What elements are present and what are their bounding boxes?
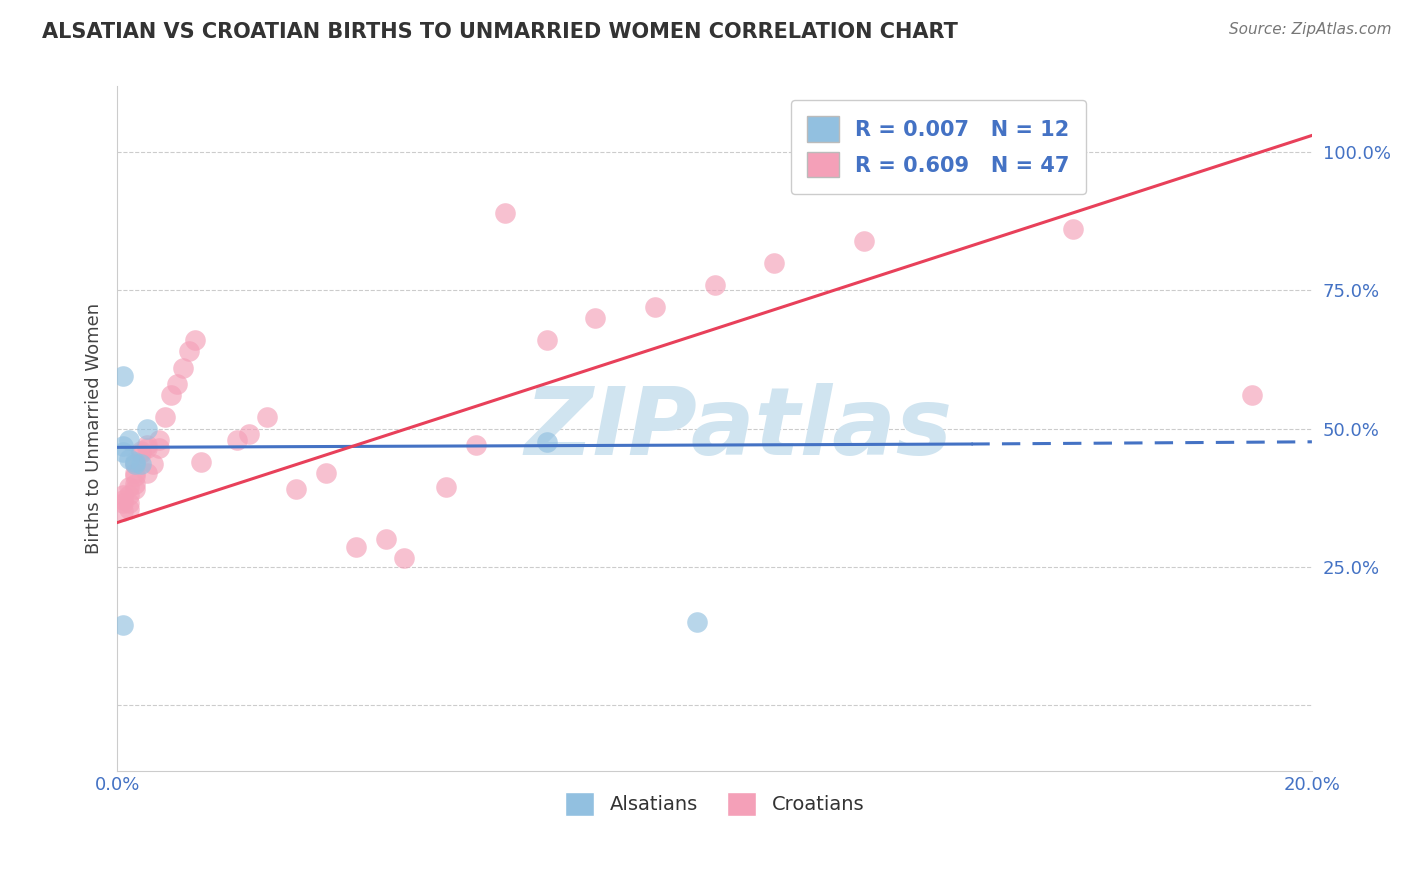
Point <box>536 435 558 450</box>
Text: Source: ZipAtlas.com: Source: ZipAtlas.com <box>1229 22 1392 37</box>
Point <box>583 310 606 325</box>
Point <box>166 377 188 392</box>
Point <box>285 483 308 497</box>
Point <box>129 443 152 458</box>
Point <box>177 344 200 359</box>
Point <box>160 388 183 402</box>
Point <box>256 410 278 425</box>
Point <box>112 504 135 518</box>
Point <box>118 488 141 502</box>
Text: ALSATIAN VS CROATIAN BIRTHS TO UNMARRIED WOMEN CORRELATION CHART: ALSATIAN VS CROATIAN BIRTHS TO UNMARRIED… <box>42 22 957 42</box>
Point <box>112 496 135 510</box>
Point <box>344 541 367 555</box>
Point <box>118 501 141 516</box>
Point <box>112 617 135 632</box>
Point <box>644 300 666 314</box>
Point <box>153 410 176 425</box>
Point <box>112 488 135 502</box>
Point <box>1062 222 1084 236</box>
Point <box>238 427 260 442</box>
Point <box>118 452 141 467</box>
Point <box>315 466 337 480</box>
Point <box>1241 388 1264 402</box>
Point <box>392 551 415 566</box>
Point <box>536 333 558 347</box>
Point <box>685 615 707 629</box>
Point <box>852 234 875 248</box>
Point <box>112 493 135 508</box>
Point <box>124 483 146 497</box>
Point <box>148 441 170 455</box>
Text: ZIPatlas: ZIPatlas <box>524 383 952 475</box>
Point <box>190 455 212 469</box>
Point <box>112 444 135 458</box>
Point <box>124 476 146 491</box>
Point <box>136 466 159 480</box>
Point <box>136 421 159 435</box>
Point <box>124 468 146 483</box>
Point <box>136 438 159 452</box>
Point <box>129 458 152 472</box>
Y-axis label: Births to Unmarried Women: Births to Unmarried Women <box>86 303 103 554</box>
Point <box>118 433 141 447</box>
Point <box>112 369 135 384</box>
Point <box>184 333 207 347</box>
Point <box>703 277 725 292</box>
Point <box>464 438 486 452</box>
Point <box>763 255 786 269</box>
Point <box>225 433 247 447</box>
Point <box>124 455 146 469</box>
Point <box>142 458 165 472</box>
Point <box>172 360 194 375</box>
Point <box>124 466 146 480</box>
Point <box>495 206 517 220</box>
Point <box>375 532 398 546</box>
Point <box>124 458 146 472</box>
Point <box>136 441 159 455</box>
Point <box>112 439 135 453</box>
Point <box>129 446 152 460</box>
Point <box>124 458 146 472</box>
Point <box>118 496 141 510</box>
Legend: Alsatians, Croatians: Alsatians, Croatians <box>557 784 872 823</box>
Point <box>434 480 457 494</box>
Point <box>118 480 141 494</box>
Point <box>148 433 170 447</box>
